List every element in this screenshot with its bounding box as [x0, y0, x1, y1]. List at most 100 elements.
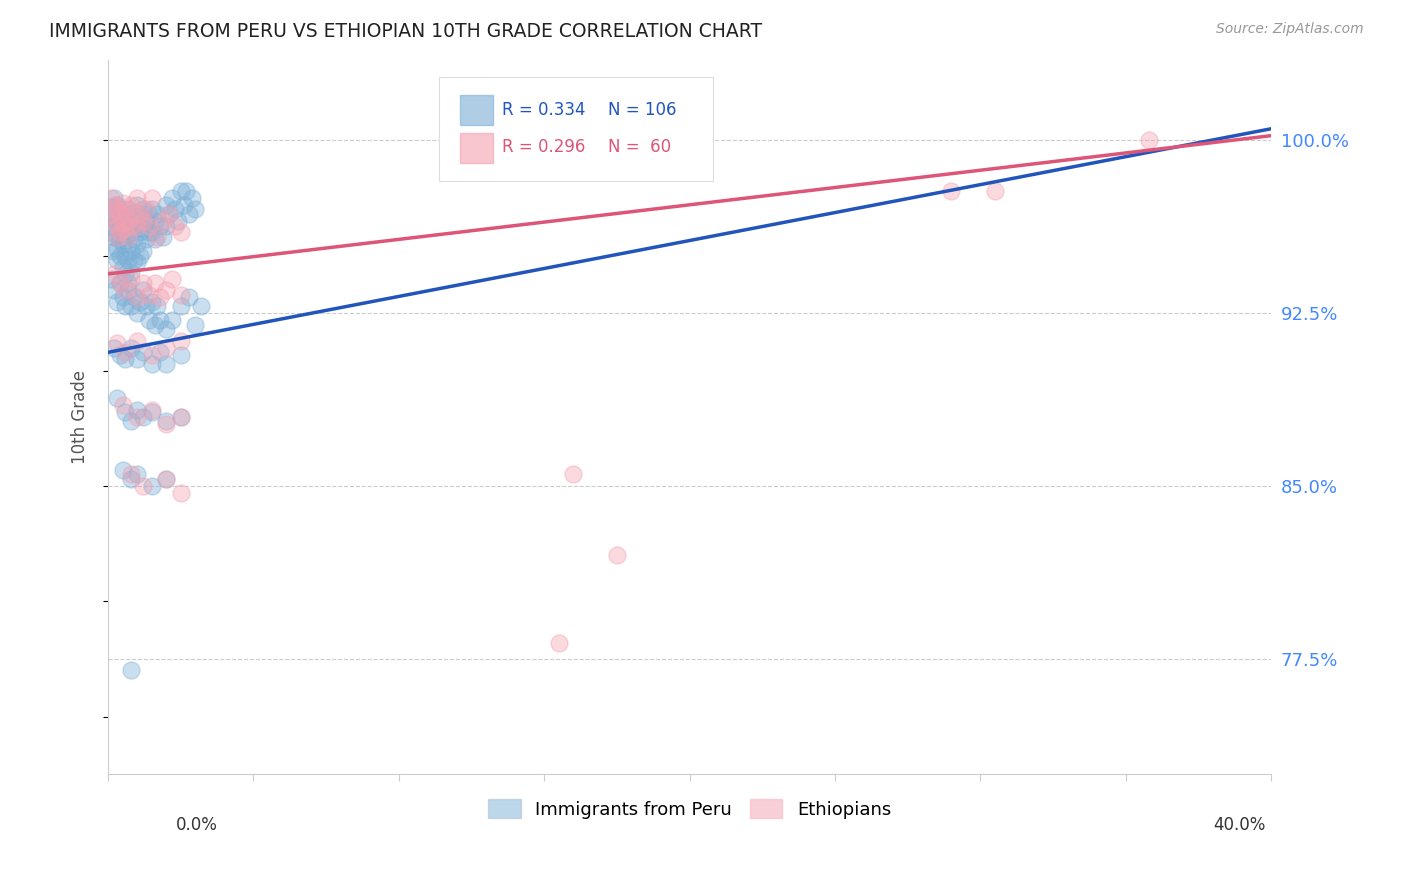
Point: [122, 290, 145, 304]
Point: [125, 306, 148, 320]
FancyBboxPatch shape: [440, 78, 713, 181]
Point: [138, 313, 160, 327]
Point: [117, 219, 139, 233]
Point: [120, 271, 142, 285]
Point: [135, 232, 157, 246]
Point: [120, 219, 142, 233]
Text: IMMIGRANTS FROM PERU VS ETHIOPIAN 10TH GRADE CORRELATION CHART: IMMIGRANTS FROM PERU VS ETHIOPIAN 10TH G…: [49, 22, 762, 41]
Point: [125, 467, 148, 482]
Point: [100, 219, 122, 233]
Point: [138, 207, 160, 221]
Point: [100, 207, 122, 221]
Point: [111, 226, 134, 240]
Point: [122, 232, 145, 246]
Point: [129, 248, 152, 262]
Point: [170, 334, 193, 348]
Point: [170, 299, 193, 313]
Point: [100, 226, 122, 240]
Point: [120, 472, 142, 486]
Point: [155, 417, 177, 431]
Point: [122, 207, 145, 221]
Point: [111, 290, 134, 304]
Point: [155, 341, 177, 355]
Point: [108, 276, 131, 290]
Point: [155, 219, 177, 233]
Point: [120, 415, 142, 429]
Point: [141, 403, 163, 417]
Point: [105, 230, 128, 244]
Point: [135, 299, 157, 313]
Point: [117, 202, 139, 217]
Point: [149, 345, 172, 359]
Point: [141, 479, 163, 493]
Text: Source: ZipAtlas.com: Source: ZipAtlas.com: [1216, 22, 1364, 37]
Point: [103, 244, 125, 258]
Point: [132, 283, 155, 297]
FancyBboxPatch shape: [460, 95, 494, 126]
Point: [132, 345, 155, 359]
Point: [170, 348, 193, 362]
Point: [117, 237, 139, 252]
Point: [117, 253, 139, 268]
Point: [138, 226, 160, 240]
Point: [108, 248, 131, 262]
Point: [157, 207, 180, 221]
Point: [125, 198, 148, 212]
Point: [941, 184, 963, 198]
Point: [141, 357, 163, 371]
Point: [163, 202, 186, 217]
Point: [132, 479, 155, 493]
Point: [143, 276, 166, 290]
Point: [984, 184, 1007, 198]
Y-axis label: 10th Grade: 10th Grade: [72, 370, 89, 464]
Point: [105, 214, 128, 228]
Point: [141, 405, 163, 419]
Point: [114, 202, 136, 217]
Point: [114, 230, 136, 244]
Point: [105, 198, 128, 212]
Point: [100, 191, 122, 205]
Point: [160, 191, 183, 205]
Point: [141, 191, 163, 205]
Point: [146, 299, 169, 313]
Point: [120, 226, 142, 240]
Point: [122, 214, 145, 228]
Point: [125, 255, 148, 269]
Point: [117, 283, 139, 297]
Point: [108, 207, 131, 221]
Text: 40.0%: 40.0%: [1213, 816, 1265, 834]
Point: [170, 409, 193, 424]
Point: [143, 318, 166, 332]
Point: [103, 214, 125, 228]
Point: [146, 230, 169, 244]
Point: [103, 341, 125, 355]
Point: [176, 184, 198, 198]
Point: [143, 232, 166, 246]
Point: [170, 486, 193, 500]
Point: [108, 276, 131, 290]
Point: [114, 267, 136, 281]
Point: [111, 398, 134, 412]
Point: [114, 283, 136, 297]
Point: [100, 200, 122, 214]
Point: [179, 290, 201, 304]
Point: [132, 220, 155, 235]
Point: [122, 253, 145, 268]
Point: [117, 214, 139, 228]
Point: [105, 294, 128, 309]
Point: [149, 219, 172, 233]
Point: [606, 548, 628, 562]
Point: [132, 409, 155, 424]
Point: [108, 202, 131, 217]
Point: [105, 202, 128, 217]
Point: [163, 219, 186, 233]
Point: [155, 322, 177, 336]
Point: [547, 636, 569, 650]
Point: [111, 237, 134, 252]
Point: [103, 230, 125, 244]
Point: [103, 283, 125, 297]
Point: [125, 191, 148, 205]
Point: [149, 313, 172, 327]
Point: [111, 195, 134, 210]
Point: [155, 283, 177, 297]
